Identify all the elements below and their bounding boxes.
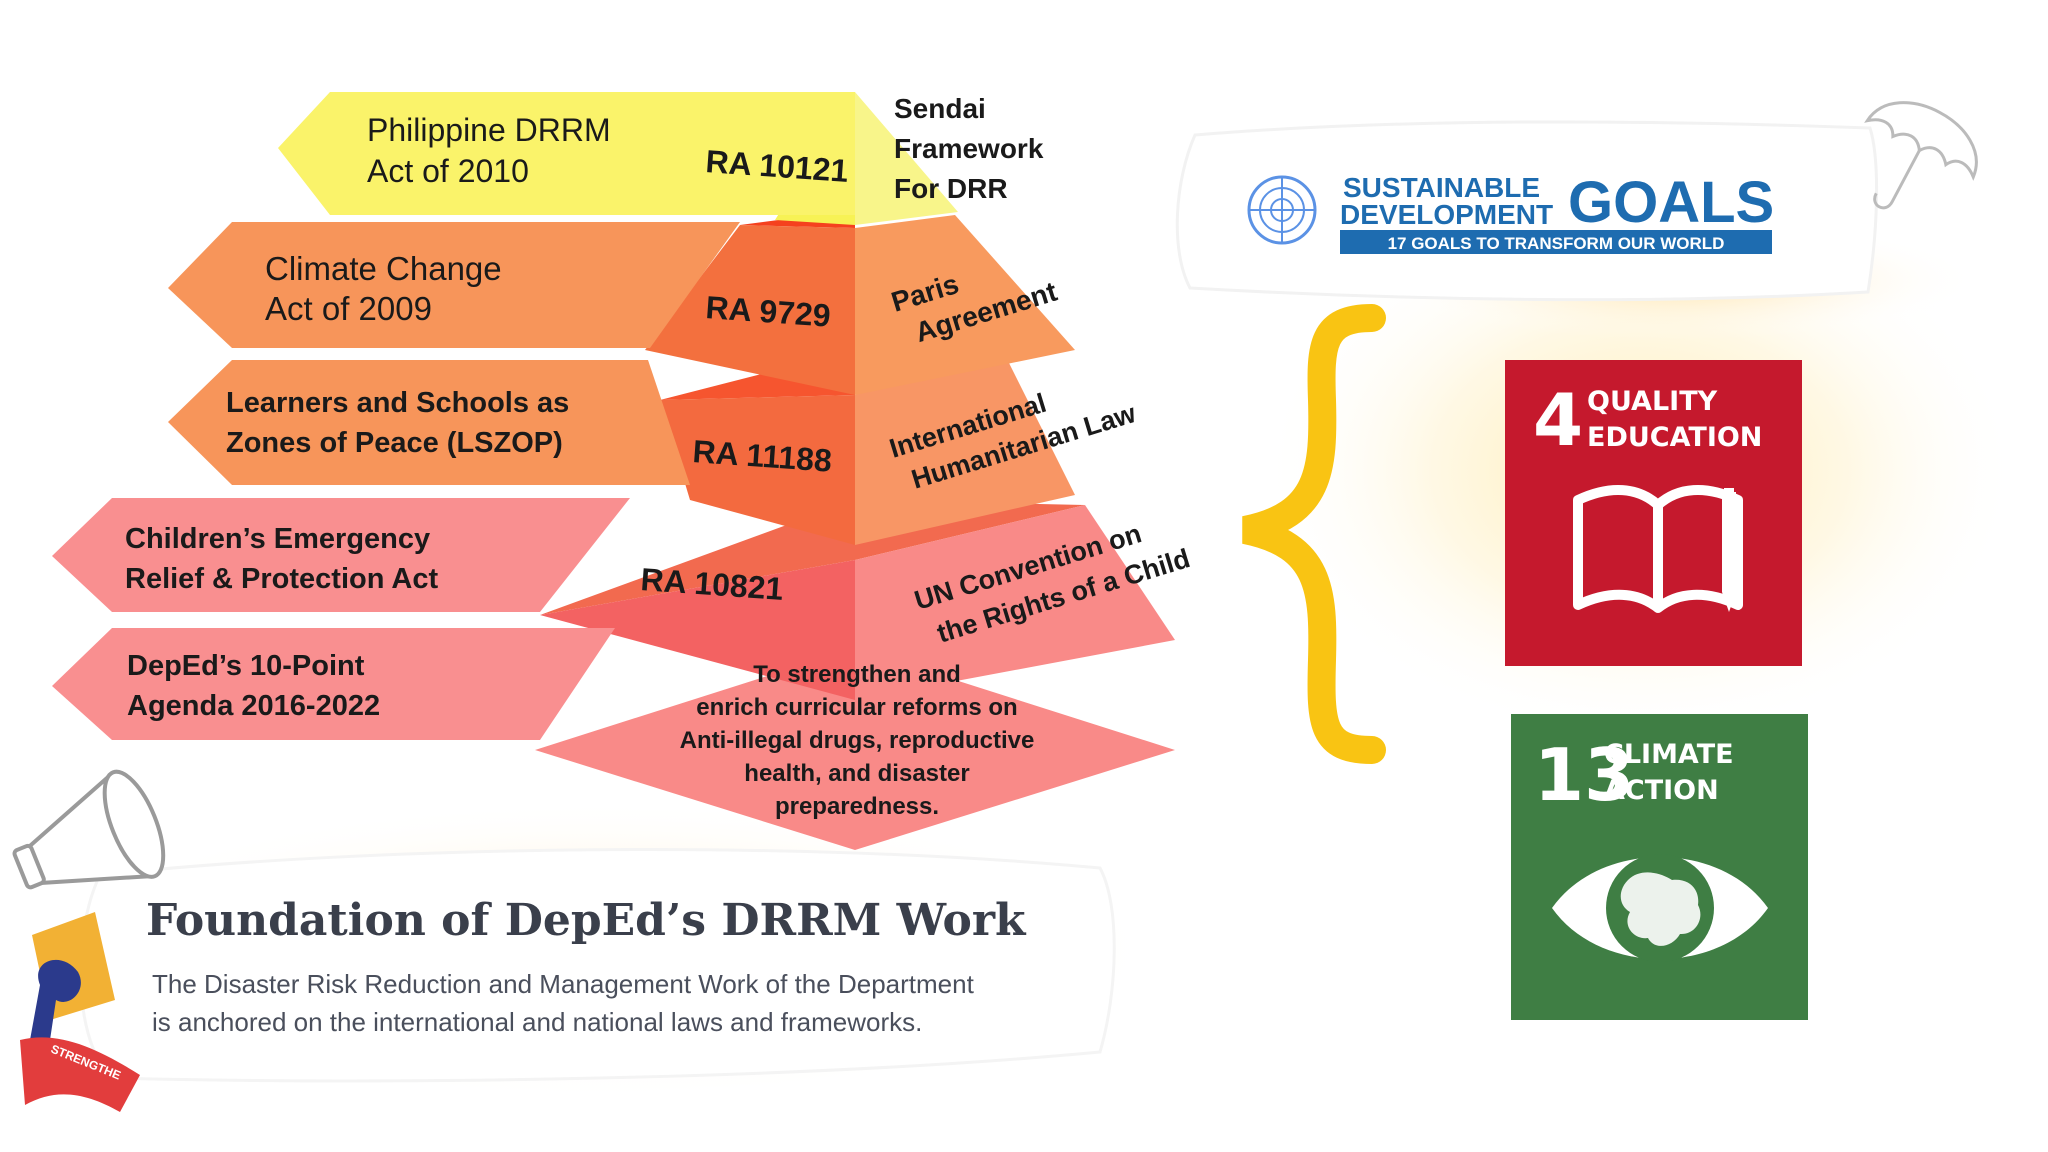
sdg13-line2: ACTION [1604,775,1719,806]
svg-text:Anti-illegal drugs, reproducti: Anti-illegal drugs, reproductive [680,727,1035,754]
law-3-line1: Learners and Schools as [226,387,569,419]
svg-text:enrich curricular reforms on: enrich curricular reforms on [696,694,1017,721]
sdg13-tile: 13 CLIMATE ACTION [1511,714,1808,1020]
ribbon-band [20,1037,140,1112]
pyramid [535,92,1175,850]
pyramid-tier-4-right [855,505,1175,700]
agenda-description: To strengthen and enrich curricular refo… [680,661,1035,820]
sdg4-line2: EDUCATION [1587,422,1762,453]
svg-text:Framework: Framework [894,133,1044,164]
sdg-banner-line1: SUSTAINABLE [1343,172,1540,203]
law-2-line2: Act of 2009 [265,290,432,327]
pyramid-tier-2-left [645,225,855,395]
svg-text:For DRR: For DRR [894,173,1008,204]
law-arrow-4: Children’s Emergency Relief & Protection… [52,498,630,612]
law-4-line1: Children’s Emergency [125,523,430,555]
law-arrow-2: Climate Change Act of 2009 [168,222,740,348]
pyramid-tier-3-left [660,395,855,545]
foundation-banner: Foundation of DepEd’s DRRM Work The Disa… [79,848,1116,1083]
earth-eye-icon [1552,854,1768,962]
svg-text:Sendai: Sendai [894,93,986,124]
pyramid-tier-agenda [535,648,1175,850]
mascot-ribbon-decoration: STRENGTHE [20,912,140,1112]
foundation-body-line2: is anchored on the international and nat… [152,1007,922,1037]
foundation-banner-brush [79,848,1116,1083]
foundation-title: Foundation of DepEd’s DRRM Work [146,895,1027,946]
law-4-line2: Relief & Protection Act [125,563,438,595]
law-arrow-3: Learners and Schools as Zones of Peace (… [168,360,690,485]
law-arrow-1: Philippine DRRM Act of 2010 [278,92,855,215]
foundation-body-line1: The Disaster Risk Reduction and Manageme… [152,969,975,999]
umbrella-icon [1864,101,1978,210]
sdg-banner: SUSTAINABLE DEVELOPMENT GOALS 17 GOALS T… [1175,120,1879,302]
framework-sendai: Sendai Framework For DRR [894,93,1044,204]
law-5-line1: DepEd’s 10-Point [127,650,365,682]
un-emblem-icon [1247,175,1317,245]
sdg-banner-goals: GOALS [1568,170,1774,235]
law-1-line1: Philippine DRRM [367,112,611,148]
sdg-banner-line2: DEVELOPMENT [1340,199,1553,230]
law-1-line2: Act of 2010 [367,153,529,189]
ra-label-2: RA 9729 [705,289,832,334]
sdg-banner-brush [1175,120,1879,302]
svg-text:To strengthen and: To strengthen and [753,661,961,688]
megaphone-icon [12,769,166,890]
law-2-line1: Climate Change [265,250,502,287]
law-5-line2: Agenda 2016-2022 [127,690,380,722]
law-3-line2: Zones of Peace (LSZOP) [226,427,563,459]
sdg4-tile: 4 QUALITY EDUCATION [1505,360,1802,666]
sdg-banner-tagline: 17 GOALS TO TRANSFORM OUR WORLD [1388,234,1725,253]
pyramid-tier-1-right [855,92,958,225]
svg-text:health, and disaster: health, and disaster [744,760,969,787]
sdg13-line1: CLIMATE [1604,739,1734,770]
sdg4-number: 4 [1533,378,1583,462]
pyramid-tier-2-right [855,215,1075,395]
sdg-tagline-bar [1340,230,1772,254]
law-arrow-5: DepEd’s 10-Point Agenda 2016-2022 [52,628,615,740]
svg-text:preparedness.: preparedness. [775,793,939,820]
sdg4-line1: QUALITY [1587,386,1718,417]
pyramid-tier-3-right [855,345,1075,545]
pyramid-tier-4-left [540,560,855,700]
brace-icon [1241,304,1386,764]
sdg13-number: 13 [1534,733,1634,817]
